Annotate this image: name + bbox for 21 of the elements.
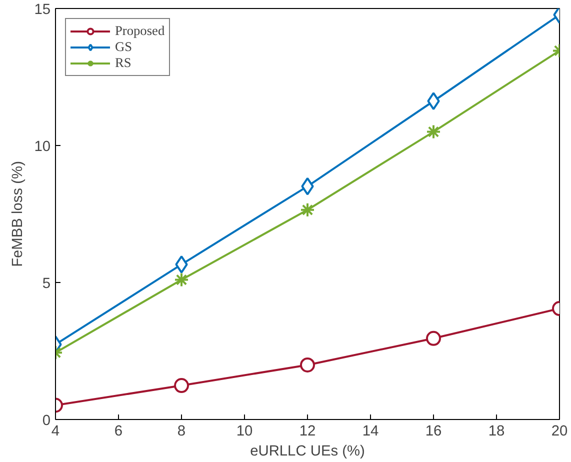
x-tick-label: 20 (551, 424, 568, 440)
x-tick-label: 6 (114, 424, 123, 440)
x-tick-label: 14 (362, 424, 379, 440)
x-tick-label: 4 (51, 424, 60, 440)
legend-label: GS (115, 39, 134, 55)
point (300, 202, 315, 218)
y-tick-label: 0 (42, 413, 51, 429)
x-axis-title: eURLLC UEs (%) (250, 444, 365, 460)
y-axis-title: FeMBB loss (%) (10, 161, 26, 267)
x-tick-label: 10 (236, 424, 253, 440)
x-tick-label: 16 (425, 424, 442, 440)
point (301, 177, 314, 196)
point (300, 357, 315, 372)
y-tick-label: 10 (34, 139, 51, 155)
y-tick-label: 5 (42, 276, 51, 292)
legend-label: RS (115, 55, 132, 71)
x-tick-label: 8 (177, 424, 186, 440)
legend-label: Proposed (115, 23, 165, 39)
x-tick-label: 18 (488, 424, 505, 440)
x-tick-label: 12 (299, 424, 316, 440)
y-tick-label: 15 (34, 2, 51, 18)
